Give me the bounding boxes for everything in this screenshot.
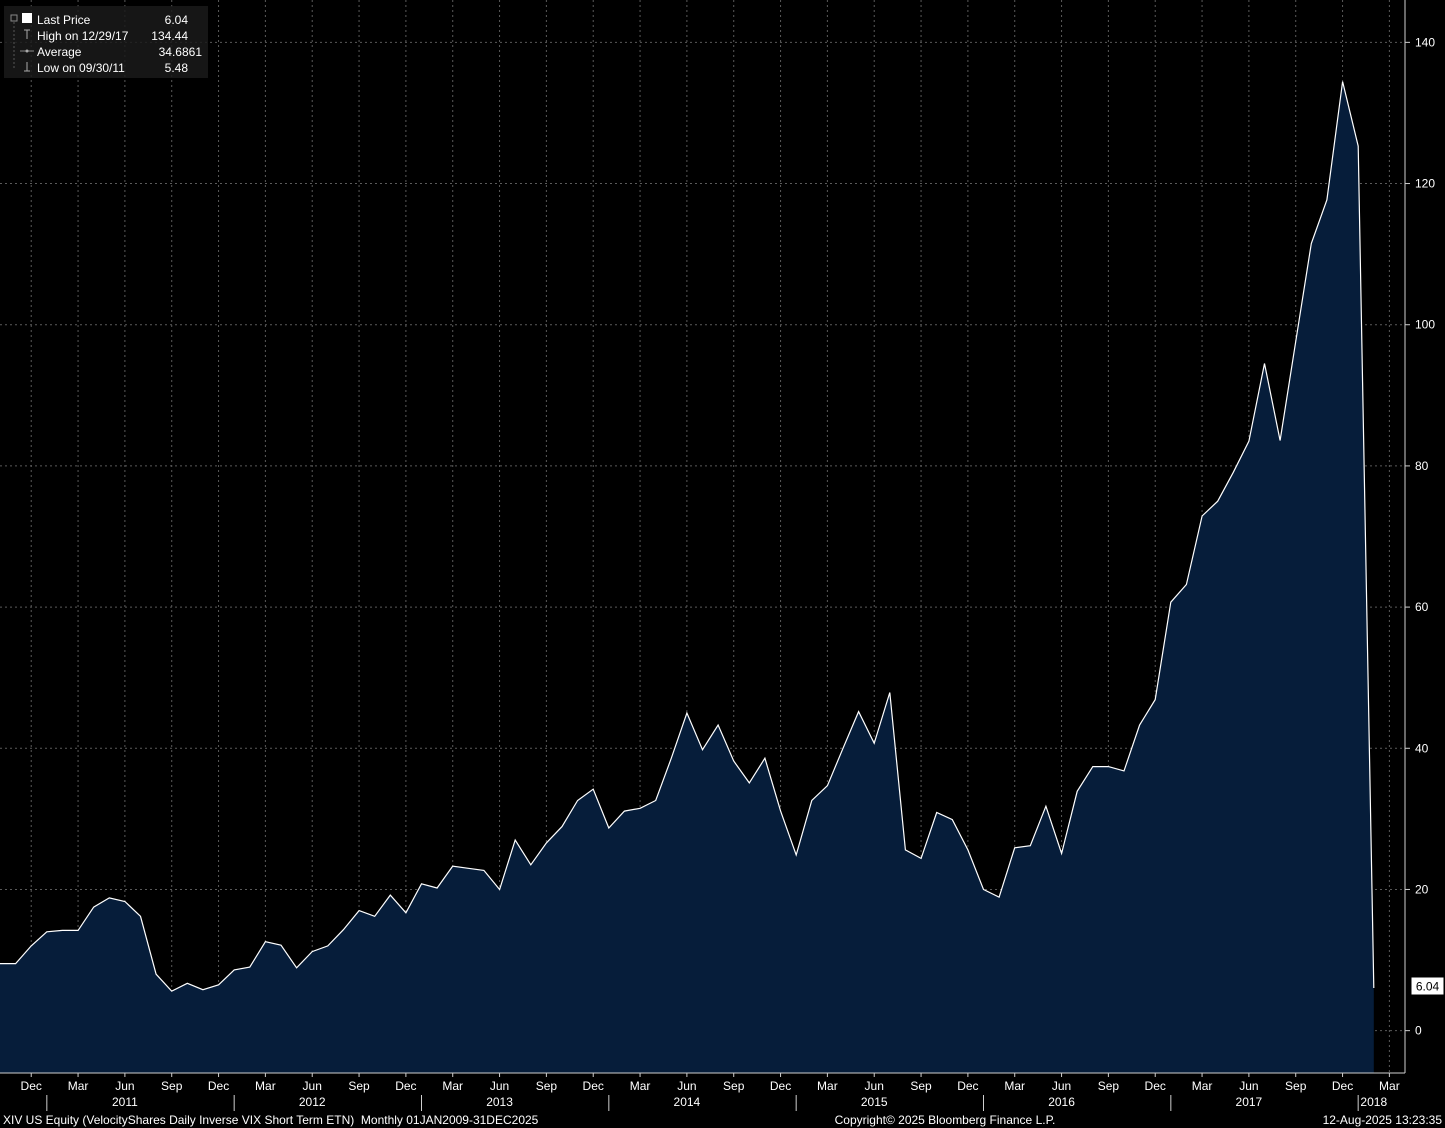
low-marker-icon xyxy=(24,62,30,72)
x-tick-label: Sep xyxy=(161,1079,183,1093)
x-tick-label: Sep xyxy=(723,1079,745,1093)
x-tick-label: Jun xyxy=(1052,1079,1071,1093)
x-axis: Dec Mar Jun Sep Dec Mar Jun Sep Dec Mar Jun Sep Dec M… xyxy=(21,1073,1400,1111)
y-tick-label: 100 xyxy=(1415,318,1435,332)
legend-value-high: 134.44 xyxy=(151,29,188,43)
y-tick-label: 80 xyxy=(1415,459,1429,473)
average-dot-icon xyxy=(25,49,29,53)
x-tick-label: Mar xyxy=(817,1079,838,1093)
legend-label-last-price: Last Price xyxy=(37,13,91,27)
price-area xyxy=(0,81,1374,1074)
year-label: 2017 xyxy=(1236,1095,1263,1109)
legend-label-low: Low on 09/30/11 xyxy=(37,61,125,75)
x-tick-label: Sep xyxy=(1285,1079,1307,1093)
last-price-tag-value: 6.04 xyxy=(1416,980,1440,994)
x-tick-label: Sep xyxy=(536,1079,558,1093)
y-tick-label: 40 xyxy=(1415,741,1429,755)
x-tick-label: Dec xyxy=(395,1079,416,1093)
x-tick-label: Jun xyxy=(677,1079,696,1093)
last-price-tag-box xyxy=(1410,976,1445,996)
y-tick-label: 120 xyxy=(1415,177,1435,191)
year-label: 2015 xyxy=(861,1095,888,1109)
x-tick-label: Dec xyxy=(208,1079,229,1093)
year-label: 2011 xyxy=(112,1095,138,1109)
legend-background xyxy=(4,6,208,78)
x-tick-label: Mar xyxy=(1192,1079,1213,1093)
x-tick-label: Dec xyxy=(1145,1079,1166,1093)
x-tick-label: Dec xyxy=(1332,1079,1353,1093)
x-tick-label: Jun xyxy=(115,1079,134,1093)
y-tick-label: 60 xyxy=(1415,600,1429,614)
filled-square-icon xyxy=(22,13,32,23)
y-tick-label: 20 xyxy=(1415,882,1429,896)
x-tick-label: Jun xyxy=(490,1079,509,1093)
legend-label-high: High on 12/29/17 xyxy=(37,29,129,43)
footer-timestamp: 12-Aug-2025 13:23:35 xyxy=(1323,1113,1443,1127)
y-tick-label: 140 xyxy=(1415,35,1435,49)
footer-security-description: XIV US Equity (VelocityShares Daily Inve… xyxy=(3,1113,539,1127)
x-tick-label: Dec xyxy=(770,1079,791,1093)
x-tick-label: Sep xyxy=(348,1079,370,1093)
legend-value-average: 34.6861 xyxy=(159,45,203,59)
legend-value-low: 5.48 xyxy=(165,61,189,75)
year-label: 2014 xyxy=(674,1095,701,1109)
x-tick-label: Mar xyxy=(1379,1079,1400,1093)
x-tick-label: Mar xyxy=(442,1079,463,1093)
last-price-tag: 6.04 xyxy=(1410,976,1445,996)
x-tick-label: Dec xyxy=(583,1079,604,1093)
collapse-box-icon xyxy=(10,14,18,22)
y-tick-label: 0 xyxy=(1415,1024,1422,1038)
x-tick-label: Jun xyxy=(1239,1079,1258,1093)
year-label: 2012 xyxy=(299,1095,326,1109)
legend: Last Price 6.04 High on 12/29/17 134.44 … xyxy=(4,6,208,78)
x-tick-label: Jun xyxy=(865,1079,884,1093)
x-tick-label: Sep xyxy=(1098,1079,1120,1093)
footer: XIV US Equity (VelocityShares Daily Inve… xyxy=(3,1113,1442,1127)
year-label: 2018 xyxy=(1360,1095,1387,1109)
x-tick-label: Sep xyxy=(910,1079,932,1093)
high-marker-icon xyxy=(24,29,30,39)
year-label: 2013 xyxy=(486,1095,513,1109)
year-label: 2016 xyxy=(1048,1095,1075,1109)
x-tick-label: Dec xyxy=(21,1079,42,1093)
legend-value-last-price: 6.04 xyxy=(165,13,189,27)
price-line xyxy=(0,81,1375,992)
plot-area xyxy=(0,81,1375,1074)
x-tick-label: Jun xyxy=(303,1079,322,1093)
y-axis: 0 20 40 60 80 100 120 140 xyxy=(1405,35,1435,1038)
x-tick-label: Mar xyxy=(68,1079,89,1093)
x-tick-label: Dec xyxy=(957,1079,978,1093)
x-tick-label: Mar xyxy=(630,1079,651,1093)
footer-copyright: Copyright© 2025 Bloomberg Finance L.P. xyxy=(835,1113,1056,1127)
legend-label-average: Average xyxy=(37,45,82,59)
axis-frame xyxy=(0,0,1406,1074)
x-tick-label: Mar xyxy=(1004,1079,1025,1093)
x-tick-label: Mar xyxy=(255,1079,276,1093)
